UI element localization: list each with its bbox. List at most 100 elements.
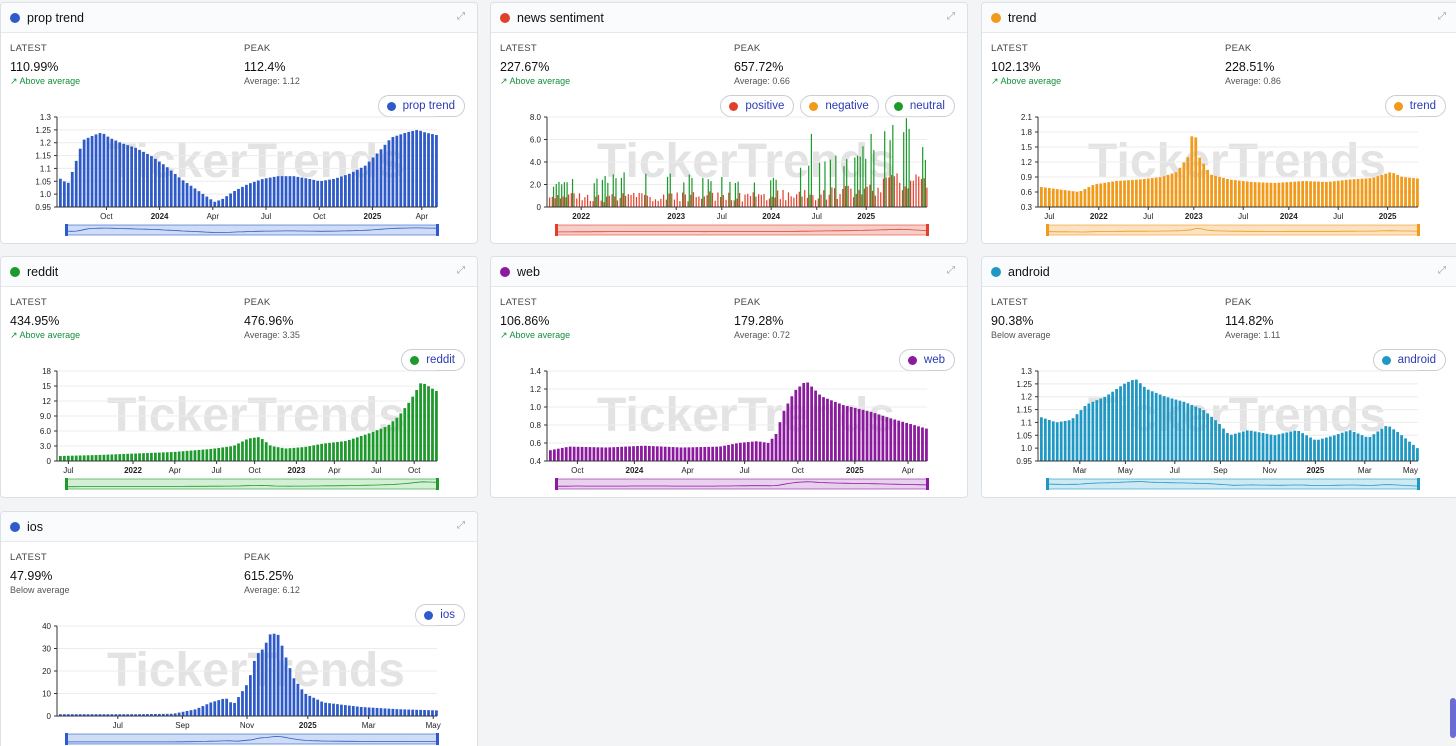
bar (332, 442, 335, 461)
bar (804, 189, 806, 207)
bar (571, 179, 574, 207)
bar (1190, 404, 1194, 461)
bar (375, 430, 379, 461)
bar (597, 194, 600, 207)
bar (793, 197, 795, 207)
expand-icon[interactable]: ⤢ (457, 520, 465, 531)
bar (375, 707, 379, 716)
x-tick-label: Jul (812, 212, 822, 221)
bar (268, 634, 272, 716)
bar (623, 172, 625, 207)
bar (625, 195, 627, 207)
bar (201, 449, 205, 461)
bar (205, 449, 209, 461)
bar (312, 697, 316, 716)
bar (734, 183, 737, 207)
bar (90, 135, 94, 207)
bar (1043, 187, 1047, 207)
bar (264, 442, 268, 461)
bar (720, 196, 722, 207)
bar (252, 437, 256, 461)
bar (1146, 178, 1150, 207)
expand-icon[interactable]: ⤢ (457, 11, 465, 22)
range-navigator[interactable] (1047, 478, 1419, 490)
bar (1392, 429, 1396, 461)
bar (1344, 431, 1348, 461)
latest-note: ↗ Above average (10, 76, 81, 86)
bar (411, 130, 415, 207)
bar (873, 150, 875, 207)
range-navigator[interactable] (66, 224, 438, 236)
y-tick-label: 40 (42, 622, 51, 631)
bar (403, 132, 407, 207)
legend-toggle-negative[interactable]: negative (800, 95, 879, 117)
bar (431, 710, 434, 716)
bar (249, 438, 252, 461)
bar (725, 199, 727, 207)
bar (233, 190, 236, 207)
bar (427, 386, 430, 461)
legend: prop trend (377, 95, 465, 117)
bar (1412, 178, 1415, 207)
expand-icon[interactable]: ⤢ (947, 11, 955, 22)
bar (684, 194, 686, 207)
bar (857, 408, 861, 461)
bar (296, 683, 300, 716)
bar (118, 142, 122, 207)
latest-value: 227.67% (500, 60, 550, 74)
bar (423, 132, 426, 207)
range-navigator[interactable] (66, 733, 438, 745)
expand-icon[interactable]: ⤢ (457, 265, 465, 276)
bar (768, 198, 771, 207)
expand-icon[interactable]: ⤢ (1438, 11, 1446, 22)
legend-toggle-prop-trend[interactable]: prop trend (377, 95, 465, 117)
card-header: trend ⤢ (982, 3, 1456, 33)
x-tick-label: Apr (902, 466, 915, 475)
bar (1233, 433, 1237, 461)
scroll-handle[interactable] (1450, 698, 1456, 738)
legend-toggle-positive[interactable]: positive (720, 95, 795, 117)
bar (106, 454, 110, 461)
bar (753, 182, 756, 207)
stats-row: LATEST 227.67% ↗ Above average PEAK 657.72% A… (500, 43, 958, 95)
x-tick-label: Jul (1238, 212, 1248, 221)
x-tick-label: Oct (100, 212, 113, 221)
expand-icon[interactable]: ⤢ (947, 265, 955, 276)
chart: TickerTrends1.31.251.21.151.11.051.00.95… (1016, 367, 1420, 490)
legend-toggle-ios[interactable]: ios (415, 604, 465, 626)
bar (189, 710, 193, 716)
bar (193, 709, 197, 716)
legend-dot (729, 101, 739, 111)
x-tick-label: Jul (739, 466, 749, 475)
legend-toggle-android[interactable]: android (1372, 349, 1446, 371)
bar (367, 161, 371, 207)
navigator-handle-right (1417, 224, 1420, 236)
bar (824, 161, 826, 207)
bar (1040, 417, 1043, 461)
range-navigator[interactable] (66, 478, 438, 490)
bar (1206, 169, 1210, 207)
bar (1388, 426, 1392, 461)
range-navigator[interactable] (1047, 224, 1419, 236)
bar (853, 197, 855, 207)
bar (371, 431, 375, 461)
bar (312, 445, 316, 461)
bar (276, 447, 280, 461)
bar (387, 708, 391, 716)
bar (106, 714, 110, 716)
bar (165, 452, 169, 461)
legend-toggle-web[interactable]: web (898, 349, 955, 371)
bar (825, 199, 828, 207)
peak-value: 112.4% (244, 60, 286, 74)
bar (1404, 438, 1407, 461)
bar (387, 424, 391, 461)
bar (1336, 434, 1340, 461)
bar (721, 176, 723, 207)
bar (691, 447, 695, 461)
bar (595, 196, 597, 207)
bar (367, 707, 371, 716)
bar (114, 714, 118, 716)
bar (554, 198, 556, 207)
expand-icon[interactable]: ⤢ (1438, 265, 1446, 276)
